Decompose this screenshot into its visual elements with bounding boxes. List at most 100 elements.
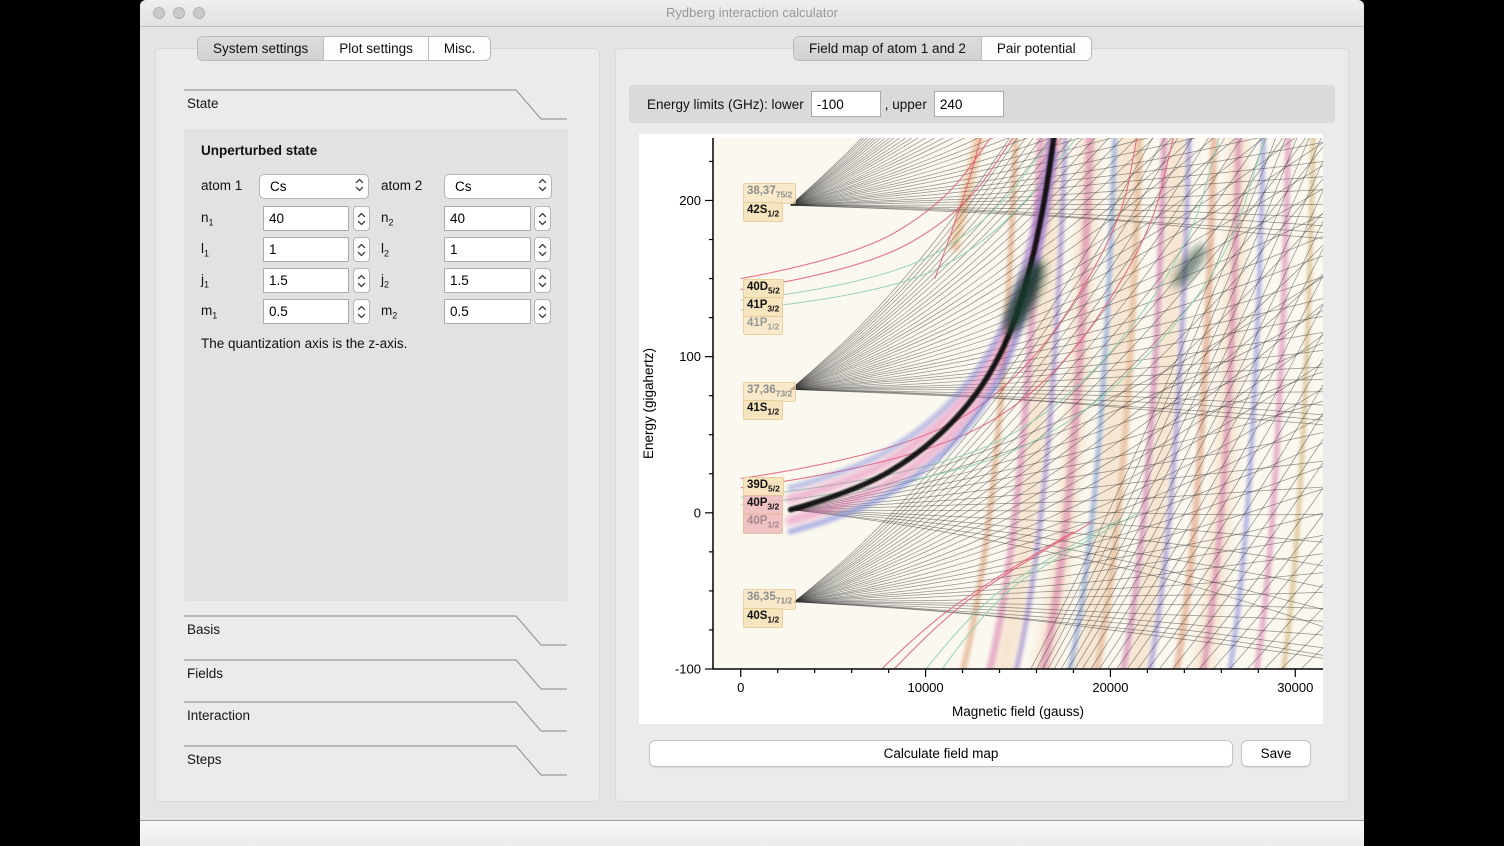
tab-system-settings[interactable]: System settings <box>198 37 324 60</box>
manifold-38-37-line <box>790 138 927 206</box>
state-curve <box>880 531 1074 669</box>
spectral-stripe <box>1253 138 1292 669</box>
j1-stepper[interactable] <box>353 268 370 293</box>
manifold-37-36-line <box>790 366 1323 390</box>
j2-stepper[interactable] <box>534 268 551 293</box>
m1-input[interactable] <box>263 299 349 324</box>
orange-streak <box>948 138 984 252</box>
manifold-37-36-line <box>790 142 1323 390</box>
section-header-steps[interactable]: Steps <box>184 745 568 777</box>
state-annotation-line: 41P1/2 <box>742 315 784 336</box>
app-window: Rydberg interaction calculator State Unpe… <box>140 0 1364 846</box>
l2-input[interactable] <box>444 237 531 262</box>
fan-40p-line <box>791 509 1323 588</box>
state-section-pane: Unperturbed state atom 1 Cs atom 2 Cs n1 n2 l1 l… <box>184 129 568 601</box>
manifold-37-36-line <box>790 165 1323 390</box>
m2-input[interactable] <box>444 299 531 324</box>
energy-limits-bar: Energy limits (GHz): lower , upper <box>629 85 1335 123</box>
n1-stepper[interactable] <box>353 206 370 231</box>
n2-input[interactable] <box>444 206 531 231</box>
manifold-37-36-line <box>790 138 1265 390</box>
manifold-37-36-line <box>790 255 1323 390</box>
manifold-37-36-line <box>790 138 1173 390</box>
manifold-below-view-line <box>1090 248 1323 669</box>
manifold-36-35-line <box>794 138 1262 603</box>
fan-40p-line <box>791 486 1323 511</box>
save-button[interactable]: Save <box>1241 740 1311 767</box>
x-axis-label: Magnetic field (gauss) <box>952 704 1084 719</box>
manifold-below-view-line <box>1106 304 1323 669</box>
n1-input[interactable] <box>263 206 349 231</box>
manifold-37-36-line <box>790 138 1052 390</box>
manifold-36-35-line <box>794 244 1323 603</box>
state-curve <box>941 512 1139 669</box>
section-tab-shape <box>184 701 567 732</box>
manifold-38-37-line <box>790 203 1323 207</box>
manifold-below-view-line <box>1060 138 1322 669</box>
l2-stepper[interactable] <box>534 237 551 262</box>
plot-groupbox: Energy limits (GHz): lower , upper -100 0… <box>615 48 1349 802</box>
fan-40p-line <box>791 460 1323 511</box>
calculate-field-map-button[interactable]: Calculate field map <box>649 740 1233 767</box>
atom2-label: atom 2 <box>381 178 423 193</box>
tab-plot-settings[interactable]: Plot settings <box>323 37 428 60</box>
tab-misc[interactable]: Misc. <box>427 37 491 60</box>
manifold-below-view-line <box>1158 438 1323 669</box>
l1-input[interactable] <box>263 237 349 262</box>
section-label: Steps <box>187 752 222 767</box>
manifold-36-35-line <box>794 572 1323 603</box>
manifold-37-36-line <box>790 138 1214 390</box>
manifold-38-37-line <box>790 138 936 206</box>
orange-haze-band <box>1073 138 1138 669</box>
manifold-36-35-line <box>794 601 1323 656</box>
x-tick-label: 10000 <box>907 680 943 695</box>
atom1-select[interactable]: Cs <box>259 174 369 199</box>
manifold-36-35-line <box>794 388 1323 603</box>
m1-stepper[interactable] <box>353 299 370 324</box>
state-annotation-line: 37,3673/2 <box>742 381 797 402</box>
n2-stepper[interactable] <box>534 206 551 231</box>
close-button[interactable] <box>153 7 165 19</box>
fan-40p-line <box>791 509 1323 610</box>
m2-stepper[interactable] <box>534 299 551 324</box>
j2-input[interactable] <box>444 268 531 293</box>
minimize-button[interactable] <box>173 7 185 19</box>
l1-stepper[interactable] <box>353 237 370 262</box>
manifold-38-37-line <box>790 204 1323 227</box>
manifold-37-36-line <box>790 138 1296 390</box>
state-annotation-line: 40D5/2 <box>742 278 784 299</box>
section-header-fields[interactable]: Fields <box>184 659 568 691</box>
manifold-below-view-line <box>1081 221 1323 669</box>
spectral-stripe <box>1173 138 1218 669</box>
section-header-state[interactable]: State <box>184 89 568 121</box>
j1-label: j1 <box>201 272 210 290</box>
manifold-38-37-line <box>790 176 1323 206</box>
manifold-37-36-line <box>790 276 1323 390</box>
y-axis-label: Energy (gigahertz) <box>641 348 656 459</box>
l1-label: l1 <box>201 241 210 259</box>
tab-pair-potential[interactable]: Pair potential <box>980 37 1091 60</box>
manifold-36-35-line <box>794 415 1323 603</box>
tab-field-map-of-atom-1-and-2[interactable]: Field map of atom 1 and 2 <box>794 37 981 60</box>
j1-input[interactable] <box>263 268 349 293</box>
manifold-38-37-line <box>790 138 1010 206</box>
state-annotation: 40D5/2 41P3/2 41P1/2 <box>742 278 784 336</box>
section-header-basis[interactable]: Basis <box>184 615 568 647</box>
manifold-37-36-line <box>790 138 1063 390</box>
lower-energy-input[interactable] <box>810 91 881 117</box>
y-tick-label: 0 <box>694 505 701 520</box>
manifold-below-view-line <box>815 721 1323 724</box>
traffic-lights <box>153 7 205 19</box>
m1-label: m1 <box>201 303 218 321</box>
zoom-button[interactable] <box>193 7 205 19</box>
section-header-interaction[interactable]: Interaction <box>184 701 568 733</box>
manifold-36-35-line <box>794 138 1193 603</box>
atom2-select[interactable]: Cs <box>444 174 552 199</box>
manifold-below-view-line <box>1047 138 1298 669</box>
upper-energy-input[interactable] <box>933 91 1004 117</box>
manifold-37-36-line <box>790 138 1237 390</box>
section-tab-shape <box>184 659 567 690</box>
n1-label: n1 <box>201 210 214 228</box>
manifold-36-35-line <box>794 146 1323 603</box>
